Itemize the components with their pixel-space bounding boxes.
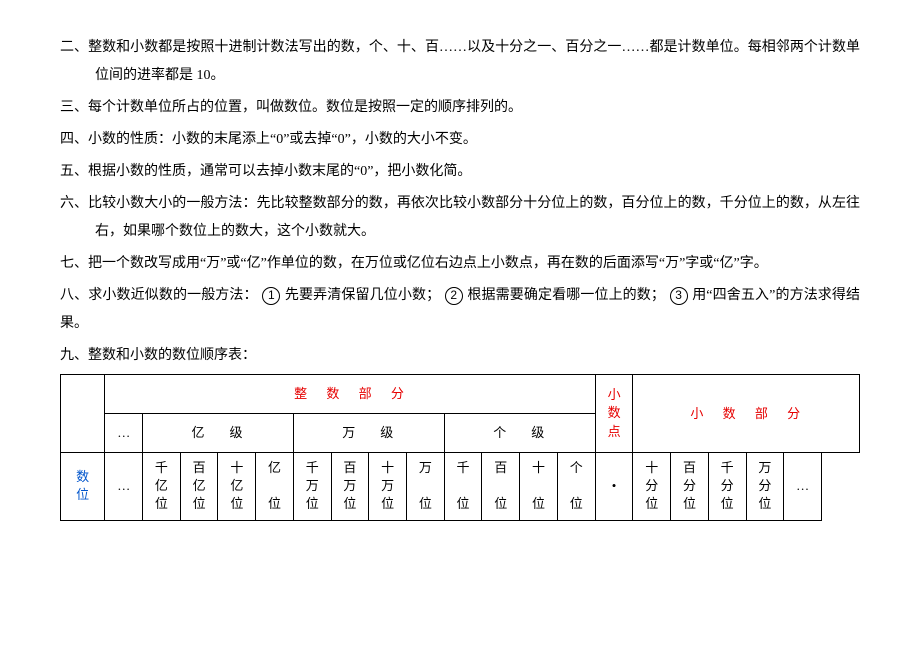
- cell-shi: 十位: [520, 453, 558, 521]
- shuwei-1: 数: [76, 469, 89, 484]
- cell-shiyi: 十亿位: [218, 453, 256, 521]
- paragraph-3: 三、每个计数单位所占的位置，叫做数位。数位是按照一定的顺序排列的。: [60, 94, 860, 122]
- shuwei-2: 位: [76, 487, 89, 502]
- p8-lead: 八、求小数近似数的一般方法：: [60, 288, 258, 303]
- cell-shifen: 十分位: [633, 453, 671, 521]
- cell-ge: 个位: [557, 453, 595, 521]
- paragraph-6: 六、比较小数大小的一般方法：先比较整数部分的数，再依次比较小数部分十分位上的数，…: [60, 190, 860, 246]
- p8-item2: 根据需要确定看哪一位上的数；: [467, 288, 665, 303]
- p8-item1: 先要弄清保留几位小数；: [285, 288, 440, 303]
- header-int-ellipsis: …: [105, 414, 143, 453]
- cell-shiwan: 十万位: [369, 453, 407, 521]
- point-char2: 数: [608, 405, 621, 420]
- cell-qianyi: 千亿位: [143, 453, 181, 521]
- paragraph-5: 五、根据小数的性质，通常可以去掉小数末尾的“0”，把小数化简。: [60, 158, 860, 186]
- circled-2-icon: 2: [445, 287, 463, 305]
- paragraph-9: 九、整数和小数的数位顺序表：: [60, 342, 860, 370]
- header-wan-level: 万 级: [293, 414, 444, 453]
- cell-yi: 亿位: [256, 453, 294, 521]
- cell-wan: 万位: [406, 453, 444, 521]
- header-decimal-part: 小 数 部 分: [633, 375, 860, 453]
- header-yi-level: 亿 级: [143, 414, 294, 453]
- cell-baiwan: 百万位: [331, 453, 369, 521]
- cell-wanfen: 万分位: [746, 453, 784, 521]
- circled-1-icon: 1: [262, 287, 280, 305]
- table-row: 整 数 部 分 小数点 小 数 部 分: [61, 375, 860, 414]
- table-row: 数位 … 千亿位 百亿位 十亿位 亿位 千万位 百万位 十万位 万位 千位 百位…: [61, 453, 860, 521]
- circled-3-icon: 3: [670, 287, 688, 305]
- point-char1: 小: [608, 387, 621, 402]
- header-ge-level: 个 级: [444, 414, 595, 453]
- cell-dec-ellipsis: …: [784, 453, 822, 521]
- cell-qian: 千位: [444, 453, 482, 521]
- paragraph-4: 四、小数的性质：小数的末尾添上“0”或去掉“0”，小数的大小不变。: [60, 126, 860, 154]
- cell-baifen: 百分位: [671, 453, 709, 521]
- cell-baiyi: 百亿位: [180, 453, 218, 521]
- place-value-table: 整 数 部 分 小数点 小 数 部 分 … 亿 级 万 级 个 级 数位 … 千…: [60, 374, 860, 521]
- paragraph-8: 八、求小数近似数的一般方法： 1 先要弄清保留几位小数； 2 根据需要确定看哪一…: [60, 282, 860, 338]
- header-integer-part: 整 数 部 分: [105, 375, 595, 414]
- header-blank: [61, 375, 105, 453]
- paragraph-7: 七、把一个数改写成用“万”或“亿”作单位的数，在万位或亿位右边点上小数点，再在数…: [60, 250, 860, 278]
- cell-bai: 百位: [482, 453, 520, 521]
- cell-int-ellipsis: …: [105, 453, 143, 521]
- paragraph-2: 二、整数和小数都是按照十进制计数法写出的数，个、十、百……以及十分之一、百分之一…: [60, 34, 860, 90]
- cell-dot: •: [595, 453, 633, 521]
- point-char3: 点: [608, 424, 621, 439]
- row-label-shuwei: 数位: [61, 453, 105, 521]
- cell-qianfen: 千分位: [708, 453, 746, 521]
- cell-qianwan: 千万位: [293, 453, 331, 521]
- header-decimal-point: 小数点: [595, 375, 633, 453]
